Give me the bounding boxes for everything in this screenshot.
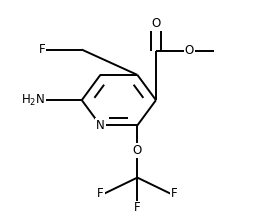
Text: O: O: [185, 44, 194, 57]
Text: F: F: [134, 201, 141, 215]
Text: F: F: [39, 43, 45, 56]
Text: F: F: [97, 187, 104, 200]
Text: N: N: [96, 119, 105, 132]
Text: O: O: [133, 144, 142, 157]
Text: H$_2$N: H$_2$N: [21, 93, 45, 108]
Text: O: O: [151, 17, 161, 30]
Text: F: F: [171, 187, 177, 200]
